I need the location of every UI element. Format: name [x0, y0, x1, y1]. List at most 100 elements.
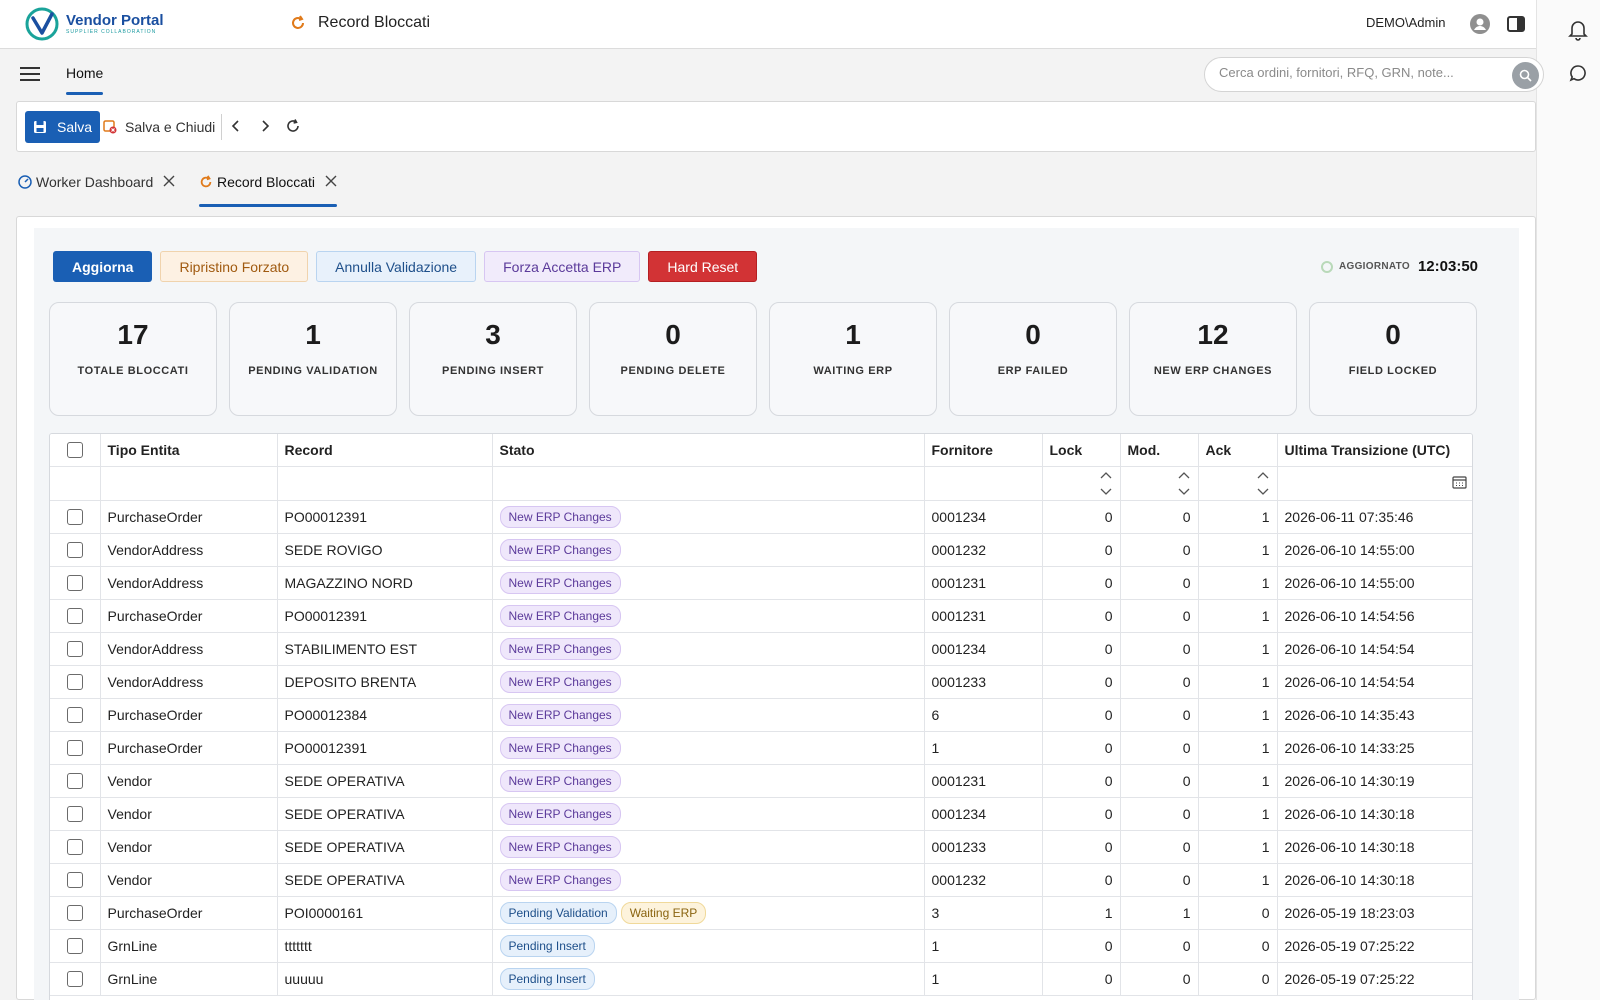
cell-ultima-transizione: 2026-06-10 14:54:56: [1277, 599, 1472, 633]
stat-card-pending-delete[interactable]: 0 PENDING DELETE: [589, 302, 757, 416]
tab-record-bloccati[interactable]: Record Bloccati: [199, 168, 338, 207]
cell-record: DEPOSITO BRENTA: [277, 665, 493, 699]
cell-ack: 1: [1198, 698, 1278, 732]
row-checkbox[interactable]: [66, 542, 83, 559]
chevron-down-icon[interactable]: [1256, 483, 1270, 499]
stat-card-field-locked[interactable]: 0 FIELD LOCKED: [1309, 302, 1477, 416]
table-row[interactable]: PurchaseOrder PO00012391 New ERP Changes 00…: [50, 599, 1472, 633]
filter-ack[interactable]: [1198, 466, 1278, 501]
chevron-up-icon[interactable]: [1177, 467, 1191, 483]
close-tab-icon[interactable]: [163, 174, 175, 190]
app-logo[interactable]: Vendor Portal SUPPLIER COLLABORATION: [24, 6, 164, 42]
table-row[interactable]: VendorAddress MAGAZZINO NORD New ERP Chang…: [50, 566, 1472, 600]
table-row[interactable]: PurchaseOrder PO00012391 New ERP Changes 1 0…: [50, 731, 1472, 765]
cell-stato: New ERP Changes: [492, 500, 925, 534]
previous-record-chevron-left-icon[interactable]: [231, 118, 241, 137]
table-row[interactable]: Vendor SEDE OPERATIVA New ERP Changes 00012…: [50, 863, 1472, 897]
table-row[interactable]: PurchaseOrder POI0000161 Pending Validatio…: [50, 896, 1472, 930]
filter-fornitore[interactable]: [924, 466, 1043, 501]
filter-stato[interactable]: [492, 466, 925, 501]
user-name[interactable]: DEMO\Admin: [1366, 15, 1446, 30]
row-checkbox[interactable]: [66, 839, 83, 856]
table-row[interactable]: GrnLine uuuuu Pending Insert 1 0 0 0 2026-05-19…: [50, 962, 1472, 996]
table-row[interactable]: Vendor SEDE OPERATIVA New ERP Changes 00012…: [50, 797, 1472, 831]
hard-reset-button[interactable]: Hard Reset: [648, 251, 758, 282]
column-header-stato[interactable]: Stato: [492, 434, 925, 467]
filter-record[interactable]: [277, 466, 493, 501]
column-header-ack[interactable]: Ack: [1198, 434, 1278, 467]
chevron-down-icon[interactable]: [1099, 483, 1113, 499]
row-checkbox[interactable]: [66, 872, 83, 889]
force-restore-button[interactable]: Ripristino Forzato: [160, 251, 309, 282]
table-row[interactable]: Vendor SEDE OPERATIVA New ERP Changes 00012…: [50, 764, 1472, 798]
search-input[interactable]: [1219, 65, 1499, 80]
row-checkbox[interactable]: [66, 641, 83, 658]
close-tab-icon[interactable]: [325, 174, 337, 190]
column-header-mod[interactable]: Mod.: [1120, 434, 1199, 467]
column-header-lock[interactable]: Lock: [1042, 434, 1121, 467]
cell-ack: 1: [1198, 731, 1278, 765]
search-icon[interactable]: [1512, 62, 1539, 89]
table-row[interactable]: PurchaseOrder PO00012391 New ERP Changes 00…: [50, 500, 1472, 534]
save-and-close-button[interactable]: Salva e Chiudi: [101, 111, 217, 143]
table-body: PurchaseOrder PO00012391 New ERP Changes 00…: [50, 500, 1472, 996]
cell-stato: New ERP Changes: [492, 764, 925, 798]
cancel-validation-button[interactable]: Annulla Validazione: [316, 251, 477, 282]
stat-card-totale-bloccati[interactable]: 17 TOTALE BLOCCATI: [49, 302, 217, 416]
calendar-icon[interactable]: [1451, 475, 1467, 492]
stat-card-new-erp-changes[interactable]: 12 NEW ERP CHANGES: [1129, 302, 1297, 416]
filter-lock[interactable]: [1042, 466, 1121, 501]
vendor-portal-logo-icon: [25, 7, 59, 41]
select-all-checkbox[interactable]: [66, 442, 83, 459]
column-header-ultima-transizione[interactable]: Ultima Transizione (UTC): [1277, 434, 1472, 467]
save-button[interactable]: Salva: [25, 111, 101, 143]
filter-tipo-entita[interactable]: [100, 466, 278, 501]
global-search[interactable]: [1204, 57, 1544, 92]
column-header-record[interactable]: Record: [277, 434, 493, 467]
row-checkbox[interactable]: [66, 707, 83, 724]
row-checkbox[interactable]: [66, 905, 83, 922]
row-checkbox[interactable]: [66, 608, 83, 625]
chevron-up-icon[interactable]: [1099, 467, 1113, 483]
chevron-up-icon[interactable]: [1256, 467, 1270, 483]
reload-icon[interactable]: [285, 118, 301, 137]
table-row[interactable]: VendorAddress DEPOSITO BRENTA New ERP Chan…: [50, 665, 1472, 699]
tab-worker-dashboard-label: Worker Dashboard: [36, 174, 154, 190]
status-badge: Pending Validation: [499, 901, 617, 924]
next-record-chevron-right-icon[interactable]: [260, 118, 270, 137]
table-row[interactable]: Vendor SEDE OPERATIVA New ERP Changes 00012…: [50, 830, 1472, 864]
row-checkbox[interactable]: [66, 674, 83, 691]
user-avatar-icon[interactable]: [1469, 13, 1491, 38]
filter-mod[interactable]: [1120, 466, 1199, 501]
filter-ultima-transizione[interactable]: [1277, 466, 1472, 501]
row-checkbox[interactable]: [66, 773, 83, 790]
stat-card-pending-validation[interactable]: 1 PENDING VALIDATION: [229, 302, 397, 416]
chat-icon[interactable]: [1569, 64, 1587, 85]
row-checkbox[interactable]: [66, 740, 83, 757]
menu-hamburger-icon[interactable]: [20, 66, 40, 85]
chevron-down-icon[interactable]: [1177, 483, 1191, 499]
column-header-fornitore[interactable]: Fornitore: [924, 434, 1043, 467]
tab-worker-dashboard[interactable]: Worker Dashboard: [18, 168, 175, 196]
cell-fornitore: 0001231: [924, 566, 1043, 600]
refresh-button[interactable]: Aggiorna: [53, 251, 153, 282]
force-accept-erp-button[interactable]: Forza Accetta ERP: [484, 251, 641, 282]
column-header-tipo-entita[interactable]: Tipo Entita: [100, 434, 278, 467]
row-checkbox[interactable]: [66, 938, 83, 955]
row-checkbox[interactable]: [66, 806, 83, 823]
table-row[interactable]: VendorAddress SEDE ROVIGO New ERP Changes 0…: [50, 533, 1472, 567]
cell-tipo-entita: VendorAddress: [100, 665, 278, 699]
row-checkbox[interactable]: [66, 971, 83, 988]
notifications-bell-icon[interactable]: [1568, 19, 1588, 44]
stat-label: FIELD LOCKED: [1348, 365, 1438, 377]
stat-card-erp-failed[interactable]: 0 ERP FAILED: [949, 302, 1117, 416]
home-tab[interactable]: Home: [66, 65, 104, 95]
stat-card-pending-insert[interactable]: 3 PENDING INSERT: [409, 302, 577, 416]
table-row[interactable]: PurchaseOrder PO00012384 New ERP Changes 6 0…: [50, 698, 1472, 732]
side-panel-toggle-icon[interactable]: [1506, 14, 1526, 37]
row-checkbox[interactable]: [66, 509, 83, 526]
table-row[interactable]: GrnLine ttttttt Pending Insert 1 0 0 0 2026-05-…: [50, 929, 1472, 963]
row-checkbox[interactable]: [66, 575, 83, 592]
table-row[interactable]: VendorAddress STABILIMENTO EST New ERP Cha…: [50, 632, 1472, 666]
stat-card-waiting-erp[interactable]: 1 WAITING ERP: [769, 302, 937, 416]
